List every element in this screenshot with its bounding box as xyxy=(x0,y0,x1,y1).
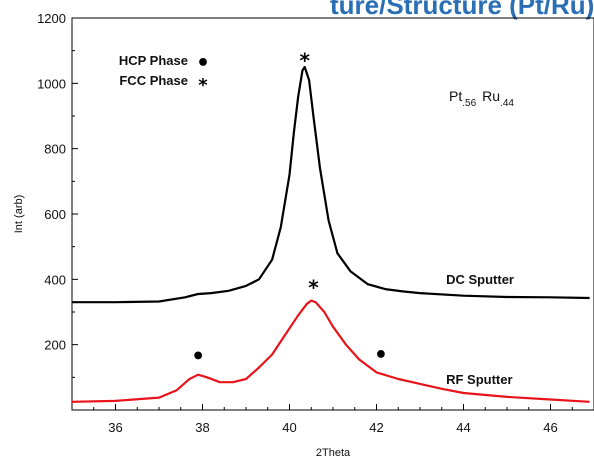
x-tick-label: 36 xyxy=(108,420,122,435)
x-tick-label: 38 xyxy=(195,420,209,435)
tick-group: 36 38 40 42 44 46 200 400 600 800 1000 1200 xyxy=(37,11,594,435)
x-tick-label: 46 xyxy=(543,420,557,435)
dc-sputter-line xyxy=(72,65,590,304)
series-group xyxy=(71,65,590,403)
partial-header: ture/Structure (Pt/Ru) xyxy=(330,0,594,20)
fcc-marker: * xyxy=(308,276,319,300)
legend: HCP Phase • FCC Phase * xyxy=(119,51,210,96)
series-label-group: DC Sputter RF Sputter xyxy=(446,272,514,387)
composition-sub1: .56 xyxy=(462,98,476,109)
marker-group: **• • xyxy=(191,49,388,370)
legend-symbol: * xyxy=(198,75,208,96)
x-tick-label: 42 xyxy=(369,420,383,435)
composition-sub2: .44 xyxy=(500,98,514,109)
series-label: DC Sputter xyxy=(446,272,514,287)
x-axis-label: 2Theta xyxy=(316,447,351,459)
y-axis-label: Int (arb) xyxy=(13,195,25,234)
y-tick-label: 800 xyxy=(44,142,66,157)
composition-base2: Ru xyxy=(482,88,500,104)
y-tick-label: 400 xyxy=(44,272,66,287)
composition-label: Pt.56 Ru.44 xyxy=(449,88,514,109)
legend-label: HCP Phase xyxy=(119,53,188,68)
fcc-marker: * xyxy=(299,49,310,73)
x-tick-label: 40 xyxy=(282,420,296,435)
y-tick-label: 200 xyxy=(44,338,66,353)
legend-label: FCC Phase xyxy=(119,73,188,88)
y-tick-label: 1200 xyxy=(37,11,66,26)
y-tick-label: 1000 xyxy=(37,76,66,91)
hcp-marker: • xyxy=(374,343,388,368)
series-label: RF Sputter xyxy=(446,372,512,387)
rf-sputter-line xyxy=(71,299,590,403)
x-tick-label: 44 xyxy=(456,420,470,435)
composition-base1: Pt xyxy=(449,88,462,104)
y-tick-label: 600 xyxy=(44,207,66,222)
legend-symbol: • xyxy=(196,51,210,76)
hcp-marker: • xyxy=(191,345,205,370)
